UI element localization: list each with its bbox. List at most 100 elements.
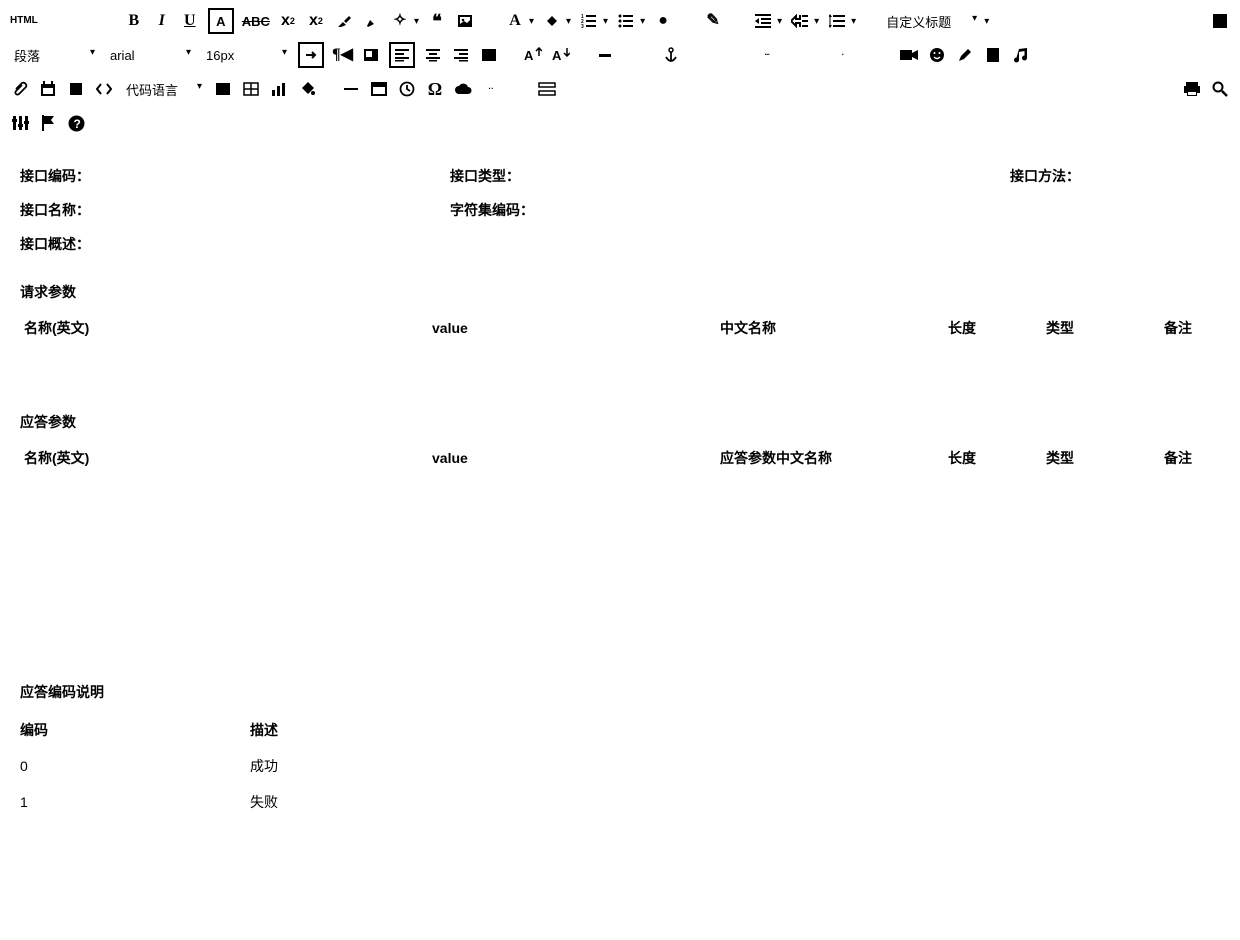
chart-icon[interactable]: [269, 79, 289, 99]
highlight-icon[interactable]: [334, 11, 354, 31]
faded-icon-3[interactable]: ··: [481, 79, 501, 99]
col-code: 编码: [20, 712, 250, 748]
settings-sliders-icon[interactable]: [10, 113, 30, 133]
request-params-table: 名称(英文) value 中文名称 长度 类型 备注: [20, 312, 1220, 344]
toolbar-row-3: 代码语言 Ω ··: [10, 72, 1230, 106]
justify-full-button[interactable]: [479, 45, 499, 65]
image-button[interactable]: [455, 11, 475, 31]
font-color-button[interactable]: A: [505, 11, 525, 31]
dropdown-caret-icon[interactable]: ▾: [777, 16, 782, 27]
col-name: 名称(英文): [20, 442, 428, 474]
underline-button[interactable]: U: [180, 11, 200, 31]
dropdown-caret-icon[interactable]: ▾: [640, 16, 645, 27]
html-source-button[interactable]: HTML: [10, 11, 38, 31]
bold-button[interactable]: B: [124, 11, 144, 31]
dropdown-caret-icon[interactable]: ▾: [529, 16, 534, 27]
response-section-title: 应答参数: [20, 412, 1220, 432]
dropdown-caret-icon[interactable]: ▾: [984, 16, 989, 27]
paragraph-mark-button[interactable]: ¶◀: [332, 45, 353, 65]
blockquote-button[interactable]: ❝: [427, 11, 447, 31]
special-char-button[interactable]: Ω: [425, 79, 445, 99]
font-family-select[interactable]: arial: [106, 44, 194, 66]
page-break-icon[interactable]: [537, 79, 557, 99]
direction-ltr-button[interactable]: [298, 42, 324, 68]
fullscreen-button[interactable]: [1210, 11, 1230, 31]
grid-icon[interactable]: [241, 79, 261, 99]
superscript-button[interactable]: x2: [278, 11, 298, 31]
font-border-button[interactable]: A: [208, 8, 234, 34]
time-icon[interactable]: [397, 79, 417, 99]
clear-doc-icon[interactable]: ✎: [703, 11, 723, 31]
justify-center-button[interactable]: [423, 45, 443, 65]
api-type-label: 接口类型：: [450, 166, 520, 186]
justify-right-button[interactable]: [451, 45, 471, 65]
charset-label: 字符集编码：: [450, 200, 534, 220]
custom-title-select[interactable]: 自定义标题: [882, 10, 980, 32]
api-name-label: 接口名称：: [20, 200, 90, 220]
faded-icon-1[interactable]: ···: [757, 45, 777, 65]
back-color-button[interactable]: [542, 11, 562, 31]
italic-button[interactable]: I: [152, 11, 172, 31]
code-section-title: 应答编码说明: [20, 682, 1220, 702]
unordered-list-button[interactable]: [616, 11, 636, 31]
cell-code: 0: [20, 748, 250, 784]
remove-format-button[interactable]: ●: [653, 11, 673, 31]
svg-text:3: 3: [581, 24, 584, 29]
anchor-icon[interactable]: [661, 45, 681, 65]
api-method-label: 接口方法：: [1010, 166, 1080, 186]
indent-button[interactable]: [753, 11, 773, 31]
embed-icon[interactable]: [94, 79, 114, 99]
code-language-select[interactable]: 代码语言: [122, 78, 205, 100]
flag-icon[interactable]: [38, 113, 58, 133]
toolbar-row-1: HTML B I U A ABC x2 x2 ✧ ▾ ❝ A ▾ ▾ 123 ▾…: [10, 4, 1230, 38]
subscript-button[interactable]: x2: [306, 11, 326, 31]
video-icon[interactable]: [899, 45, 919, 65]
format-brush-icon[interactable]: ✧: [390, 11, 410, 31]
col-desc: 描述: [250, 712, 308, 748]
api-code-label: 接口编码：: [20, 166, 90, 186]
table-icon[interactable]: [213, 79, 233, 99]
dropdown-caret-icon[interactable]: ▾: [566, 16, 571, 27]
smile-icon[interactable]: [927, 45, 947, 65]
paragraph-select[interactable]: 段落: [10, 44, 98, 66]
col-length: 长度: [944, 312, 1042, 344]
attachment-icon[interactable]: [10, 79, 30, 99]
lowercase-button[interactable]: A: [551, 45, 571, 65]
editor-content: 接口编码： 接口类型： 接口方法： 接口名称： 字符集编码： 接口概述： 请求参…: [0, 142, 1240, 840]
help-icon[interactable]: ?: [66, 113, 86, 133]
field-row-3: 接口概述：: [20, 234, 1220, 254]
svg-text:A: A: [552, 48, 562, 63]
edit-pencil-icon[interactable]: [955, 45, 975, 65]
print-icon[interactable]: [1182, 79, 1202, 99]
search-icon[interactable]: [1210, 79, 1230, 99]
table-row: 1 失败: [20, 784, 308, 820]
line-height-button[interactable]: [827, 11, 847, 31]
horizontal-line-icon[interactable]: [341, 79, 361, 99]
image-float-none-button[interactable]: [361, 45, 381, 65]
dropdown-caret-icon[interactable]: ▾: [851, 16, 856, 27]
dark-block-icon[interactable]: [983, 45, 1003, 65]
faded-icon-2[interactable]: ·: [833, 45, 853, 65]
col-remark: 备注: [1160, 442, 1220, 474]
ordered-list-button[interactable]: 123: [579, 11, 599, 31]
api-desc-label: 接口概述：: [20, 234, 90, 254]
justify-left-button[interactable]: [389, 42, 415, 68]
outdent-button[interactable]: [790, 11, 810, 31]
calendar-icon[interactable]: [38, 79, 58, 99]
cell-desc: 失败: [250, 784, 308, 820]
map-marker-icon[interactable]: [66, 79, 86, 99]
font-size-select[interactable]: 16px: [202, 44, 290, 66]
col-remark: 备注: [1160, 312, 1220, 344]
dropdown-caret-icon[interactable]: ▾: [414, 16, 419, 27]
paint-bucket-icon[interactable]: [297, 79, 317, 99]
music-icon[interactable]: [1011, 45, 1031, 65]
field-row-1: 接口编码： 接口类型： 接口方法：: [20, 166, 1220, 186]
uppercase-button[interactable]: A: [523, 45, 543, 65]
minus-icon[interactable]: [595, 45, 615, 65]
dropdown-caret-icon[interactable]: ▾: [814, 16, 819, 27]
marker-icon[interactable]: [362, 11, 382, 31]
date-picker-icon[interactable]: [369, 79, 389, 99]
strikethrough-button[interactable]: ABC: [242, 11, 270, 31]
dropdown-caret-icon[interactable]: ▾: [603, 16, 608, 27]
cloud-icon[interactable]: [453, 79, 473, 99]
